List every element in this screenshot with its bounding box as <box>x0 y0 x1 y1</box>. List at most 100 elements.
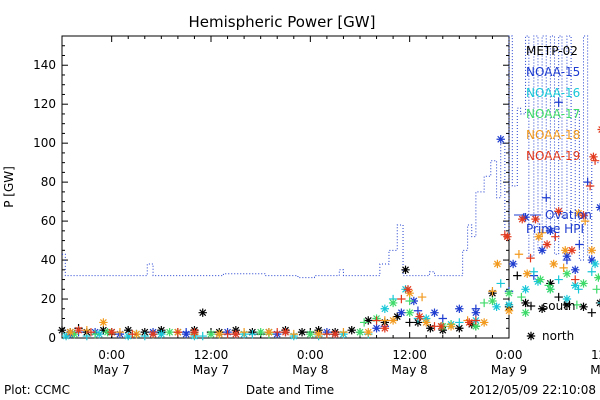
marker-noaa-19-south <box>86 327 96 337</box>
marker-noaa-17-north <box>594 273 600 282</box>
marker-legend: south north <box>526 299 576 343</box>
marker-noaa-16-south <box>597 302 600 304</box>
marker-noaa-18-north <box>215 329 224 339</box>
marker-noaa-18-north <box>479 318 489 327</box>
x-axis-label: Date and Time <box>246 383 334 397</box>
marker-noaa-18-south <box>82 326 92 335</box>
marker-metp-02-north <box>57 326 67 335</box>
marker-noaa-19-north <box>148 329 158 339</box>
y-tick-label: 100 <box>33 136 56 150</box>
marker-noaa-18-south <box>514 250 524 259</box>
marker-metp-02-north <box>124 326 133 335</box>
marker-noaa-16-north <box>380 304 390 313</box>
legend-symbol-north <box>526 331 536 341</box>
marker-metp-02-north <box>546 279 555 288</box>
marker-noaa-18-north <box>523 269 532 278</box>
marker-noaa-19-south <box>585 181 595 191</box>
marker-noaa-19-south <box>571 275 580 284</box>
marker-noaa-18-north <box>587 246 596 255</box>
footer-credit: Plot: CCMC <box>4 383 70 397</box>
ovation-line <box>62 35 600 279</box>
marker-noaa-16-north <box>124 331 133 341</box>
plot-area-frame <box>61 35 510 339</box>
ovation-legend: Ovation Prime HPI <box>514 208 592 236</box>
marker-noaa-16-south <box>574 285 583 294</box>
marker-noaa-16-north <box>504 300 514 310</box>
marker-noaa-18-south <box>488 287 497 296</box>
marker-noaa-17-north <box>504 288 514 298</box>
x-tick-date-label: May 8 <box>292 363 328 377</box>
marker-noaa-19-south <box>590 156 600 165</box>
marker-noaa-19-north <box>518 214 527 224</box>
marker-noaa-16-south <box>198 331 207 341</box>
marker-noaa-19-north <box>231 329 241 339</box>
marker-noaa-19-north <box>415 312 424 321</box>
marker-noaa-15-south <box>413 306 423 315</box>
marker-noaa-17-north <box>405 308 414 317</box>
marker-noaa-19-south <box>128 329 137 339</box>
marker-noaa-18-north <box>549 259 558 269</box>
marker-noaa-19-south <box>551 232 560 241</box>
marker-noaa-16-south <box>587 267 596 276</box>
marker-noaa-17-north <box>165 327 174 337</box>
marker-noaa-16-north <box>521 285 530 294</box>
x-tick-time-label: 0:00 <box>297 348 324 362</box>
marker-noaa-19-north <box>403 285 413 294</box>
chart-title: Hemispheric Power [GW] <box>189 13 376 31</box>
marker-noaa-15-south <box>562 255 572 265</box>
marker-noaa-18-north <box>574 209 583 218</box>
marker-noaa-15-north <box>587 255 596 265</box>
marker-noaa-18-north <box>99 318 108 327</box>
marker-noaa-19-south <box>173 327 183 337</box>
legend-noaa-16: NOAA-16 <box>526 86 580 100</box>
marker-metp-02-north <box>455 324 464 333</box>
marker-noaa-19-south <box>430 322 439 331</box>
marker-metp-02-north <box>562 300 572 310</box>
marker-noaa-15-north <box>372 324 381 333</box>
legend-north-label: north <box>542 329 574 343</box>
marker-noaa-17-north <box>562 269 572 278</box>
marker-noaa-17-north <box>536 275 545 284</box>
marker-noaa-17-north <box>546 285 555 294</box>
marker-metp-02-north <box>198 308 207 317</box>
marker-noaa-19-north <box>380 324 390 333</box>
x-tick-date-label: May 7 <box>94 363 130 377</box>
marker-noaa-19-south <box>322 329 332 339</box>
marker-noaa-18-south <box>239 327 249 337</box>
marker-noaa-18-north <box>264 327 274 337</box>
y-tick-label: 80 <box>41 175 56 189</box>
x-tick-time-label: 12:00 <box>591 348 600 362</box>
legend-noaa-19: NOAA-19 <box>526 149 580 163</box>
x-tick-date-label: May 7 <box>193 363 229 377</box>
marker-noaa-16-south <box>248 329 257 339</box>
marker-noaa-17-south <box>90 329 100 339</box>
marker-noaa-19-north <box>436 322 446 331</box>
marker-noaa-17-north <box>388 298 398 308</box>
x-tick-time-label: 0:00 <box>496 348 523 362</box>
legend-symbol-south <box>526 301 536 311</box>
marker-noaa-17-south <box>592 285 600 294</box>
marker-noaa-15-south <box>554 98 563 107</box>
marker-noaa-19-north <box>503 232 512 241</box>
marker-noaa-18-south <box>289 329 298 339</box>
marker-metp-02-north <box>347 326 356 335</box>
marker-noaa-15-north <box>546 226 555 236</box>
marker-noaa-18-north <box>364 327 373 337</box>
marker-noaa-19-north <box>531 214 540 224</box>
ovation-series <box>62 35 600 279</box>
x-tick-time-label: 0:00 <box>98 348 125 362</box>
marker-noaa-17-south <box>517 292 526 302</box>
marker-noaa-17-north <box>355 327 365 337</box>
marker-noaa-18-north <box>66 327 75 337</box>
marker-noaa-17-south <box>544 281 553 290</box>
marker-noaa-15-north <box>430 308 439 317</box>
legend-metp-02: METP-02 <box>526 44 578 58</box>
marker-metp-02-south <box>405 318 414 327</box>
marker-noaa-17-north <box>70 329 79 339</box>
marker-noaa-15-north <box>455 304 464 313</box>
marker-metp-02-north <box>579 302 588 312</box>
marker-noaa-17-south <box>359 318 369 327</box>
marker-metp-02-north <box>537 304 547 313</box>
legend: METP-02 NOAA-15 NOAA-16 NOAA-17 NOAA-18 NOAA-… <box>526 44 580 163</box>
